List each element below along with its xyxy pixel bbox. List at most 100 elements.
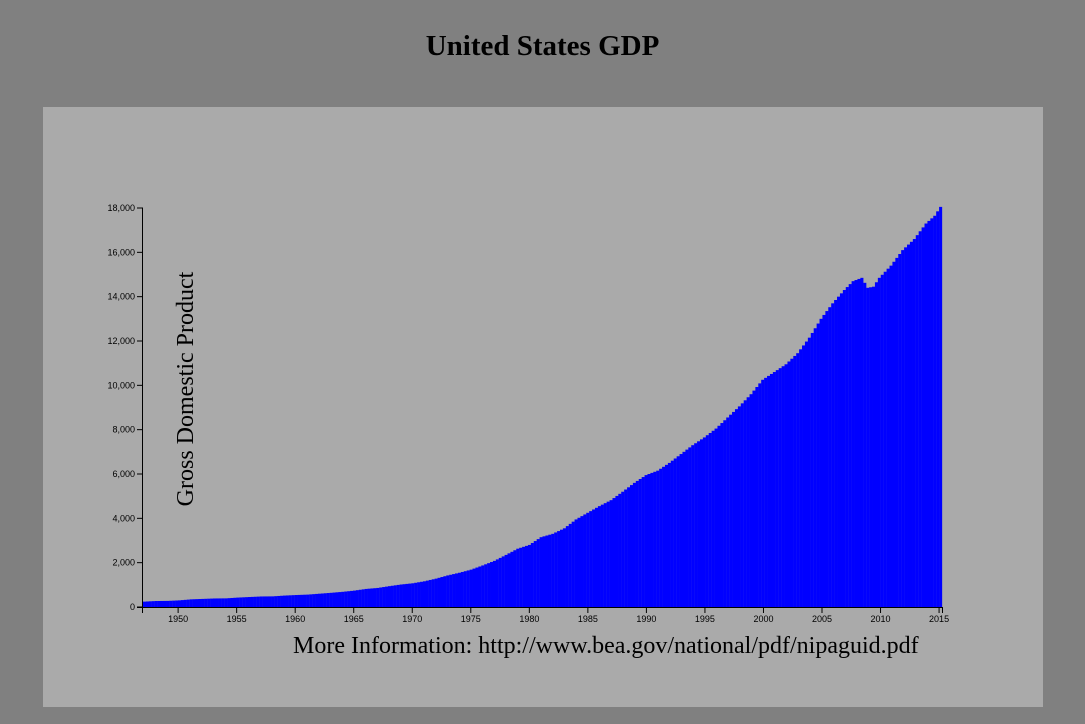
bar bbox=[242, 597, 246, 607]
bar bbox=[816, 323, 820, 607]
bar bbox=[746, 397, 750, 607]
bar bbox=[189, 599, 193, 607]
bar bbox=[603, 503, 607, 607]
bar bbox=[662, 466, 666, 607]
bar bbox=[539, 537, 543, 607]
x-tick-label: 1955 bbox=[227, 614, 247, 624]
y-tick-label: 4,000 bbox=[112, 513, 135, 523]
bar bbox=[495, 559, 499, 607]
bar bbox=[769, 373, 774, 607]
bar bbox=[195, 599, 199, 607]
y-tick-label: 8,000 bbox=[112, 425, 135, 435]
bar bbox=[215, 598, 219, 607]
bar bbox=[872, 286, 876, 607]
bar bbox=[691, 445, 695, 607]
bar bbox=[516, 548, 520, 607]
bar bbox=[513, 550, 517, 607]
bar bbox=[924, 223, 928, 607]
bar bbox=[839, 293, 844, 607]
bar bbox=[364, 588, 368, 607]
bar bbox=[673, 458, 677, 607]
y-tick-label: 0 bbox=[130, 602, 135, 612]
bar bbox=[533, 541, 537, 607]
bar bbox=[198, 599, 202, 607]
bar bbox=[708, 432, 712, 607]
bar bbox=[542, 536, 546, 607]
bar bbox=[475, 567, 479, 607]
bar bbox=[874, 282, 878, 607]
bar bbox=[487, 563, 491, 607]
bar bbox=[265, 596, 269, 607]
bar bbox=[825, 311, 829, 607]
bar bbox=[551, 533, 555, 607]
bar bbox=[679, 454, 683, 607]
bar bbox=[300, 594, 304, 607]
bar bbox=[624, 489, 628, 607]
y-tick-label: 2,000 bbox=[112, 558, 135, 568]
bar bbox=[385, 586, 389, 607]
bar bbox=[501, 556, 505, 607]
bar bbox=[373, 588, 377, 607]
bar bbox=[492, 560, 496, 607]
bar bbox=[192, 599, 196, 607]
bar bbox=[425, 580, 429, 607]
bar bbox=[889, 265, 893, 607]
bar bbox=[157, 600, 161, 607]
bar bbox=[775, 370, 779, 607]
bar bbox=[600, 504, 604, 607]
bar bbox=[781, 366, 785, 607]
bar bbox=[635, 480, 639, 607]
bar bbox=[166, 600, 170, 607]
bar-series bbox=[143, 206, 943, 608]
bar bbox=[347, 591, 351, 607]
bar bbox=[210, 598, 214, 607]
bar bbox=[912, 239, 916, 607]
bar bbox=[361, 589, 365, 607]
chart-title: United States GDP bbox=[425, 30, 660, 62]
bar bbox=[659, 468, 663, 607]
bar bbox=[481, 565, 485, 607]
bar bbox=[498, 557, 502, 607]
y-tick-label: 14,000 bbox=[107, 292, 135, 302]
bar bbox=[863, 282, 867, 607]
bar bbox=[764, 377, 768, 607]
bar bbox=[767, 375, 771, 607]
bar bbox=[175, 600, 179, 607]
bar bbox=[280, 595, 284, 607]
bar bbox=[799, 349, 803, 607]
bar bbox=[390, 585, 394, 607]
bar bbox=[420, 581, 424, 607]
bar bbox=[309, 594, 313, 607]
bar bbox=[737, 406, 741, 607]
bar bbox=[545, 535, 549, 607]
bar bbox=[793, 355, 797, 607]
bar bbox=[440, 577, 444, 607]
bar bbox=[848, 284, 852, 607]
bar bbox=[411, 583, 415, 607]
bar bbox=[399, 584, 403, 607]
bar bbox=[306, 594, 310, 607]
bar bbox=[317, 593, 322, 607]
bar bbox=[612, 498, 616, 607]
bar bbox=[717, 425, 721, 607]
bar bbox=[148, 601, 152, 607]
bar bbox=[892, 261, 896, 607]
y-axis: 0 2,000 4,000 6,000 8,000 10,000 12,000 14,000 1… bbox=[107, 203, 143, 612]
bar bbox=[734, 409, 739, 607]
bar bbox=[627, 487, 631, 607]
bar bbox=[697, 441, 701, 607]
bar bbox=[338, 592, 342, 607]
bar bbox=[726, 417, 730, 607]
bar bbox=[218, 598, 222, 607]
bar bbox=[245, 597, 249, 607]
bar bbox=[653, 471, 657, 607]
bar bbox=[408, 583, 412, 607]
bar bbox=[154, 601, 158, 607]
bar bbox=[414, 582, 418, 607]
bar bbox=[869, 287, 873, 607]
bar bbox=[557, 531, 561, 607]
bar bbox=[732, 411, 736, 607]
bar bbox=[904, 247, 908, 607]
bar bbox=[641, 477, 645, 607]
bar bbox=[909, 241, 913, 608]
